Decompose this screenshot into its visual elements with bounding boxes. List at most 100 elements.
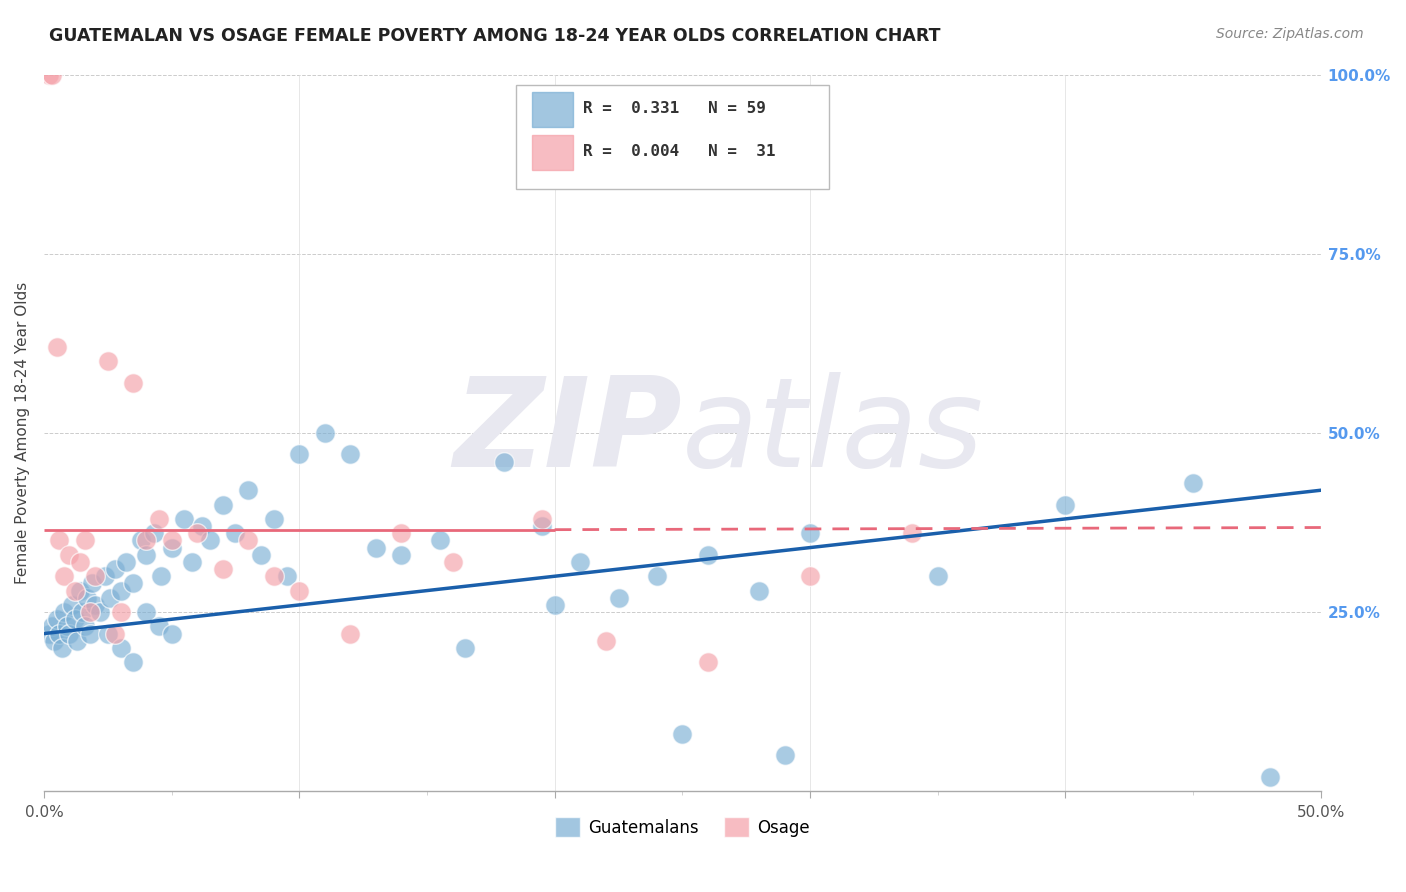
Point — [181, 555, 204, 569]
Point — [1054, 498, 1077, 512]
Point — [160, 541, 183, 555]
Text: GUATEMALAN VS OSAGE FEMALE POVERTY AMONG 18-24 YEAR OLDS CORRELATION CHART: GUATEMALAN VS OSAGE FEMALE POVERTY AMONG… — [49, 27, 941, 45]
Point — [60, 598, 83, 612]
Point — [66, 633, 89, 648]
Point — [530, 519, 553, 533]
Point — [97, 354, 120, 368]
Point — [1258, 770, 1281, 784]
Point — [84, 569, 107, 583]
Point — [263, 569, 285, 583]
FancyBboxPatch shape — [516, 86, 830, 189]
Point — [173, 512, 195, 526]
Point — [288, 583, 311, 598]
Point — [38, 68, 60, 82]
Point — [191, 519, 214, 533]
Point — [69, 555, 91, 569]
Text: Source: ZipAtlas.com: Source: ZipAtlas.com — [1216, 27, 1364, 41]
Point — [110, 605, 132, 619]
Point — [48, 533, 70, 548]
Point — [696, 655, 718, 669]
Point — [53, 569, 76, 583]
Point — [492, 454, 515, 468]
Point — [48, 626, 70, 640]
Point — [238, 533, 260, 548]
Point — [97, 626, 120, 640]
Point — [645, 569, 668, 583]
Point — [1182, 476, 1205, 491]
Point — [73, 619, 96, 633]
Point — [63, 612, 86, 626]
Point — [148, 619, 170, 633]
Point — [98, 591, 121, 605]
Point — [238, 483, 260, 498]
Point — [104, 562, 127, 576]
Point — [53, 605, 76, 619]
Point — [79, 626, 101, 640]
Text: R =  0.331   N = 59: R = 0.331 N = 59 — [582, 101, 766, 116]
Point — [339, 447, 361, 461]
Point — [211, 498, 233, 512]
Point — [135, 605, 157, 619]
Point — [263, 512, 285, 526]
Point — [773, 748, 796, 763]
Point — [288, 447, 311, 461]
Point — [250, 548, 273, 562]
Point — [543, 598, 565, 612]
Point — [607, 591, 630, 605]
Point — [82, 576, 104, 591]
Point — [114, 555, 136, 569]
Point — [799, 569, 821, 583]
Point — [122, 576, 145, 591]
Point — [110, 640, 132, 655]
Point — [45, 340, 67, 354]
Text: atlas: atlas — [682, 372, 984, 493]
Point — [84, 598, 107, 612]
Point — [314, 425, 336, 440]
Point — [150, 569, 173, 583]
Point — [45, 612, 67, 626]
Point — [454, 640, 477, 655]
Point — [391, 526, 413, 541]
Point — [927, 569, 949, 583]
Point — [671, 727, 693, 741]
Point — [94, 569, 117, 583]
Point — [198, 533, 221, 548]
Point — [441, 555, 464, 569]
Point — [73, 533, 96, 548]
Text: R =  0.004   N =  31: R = 0.004 N = 31 — [582, 144, 775, 159]
Point — [160, 626, 183, 640]
Point — [135, 548, 157, 562]
Point — [79, 605, 101, 619]
Point — [56, 619, 79, 633]
Point — [748, 583, 770, 598]
Point — [391, 548, 413, 562]
Point — [799, 526, 821, 541]
Point — [129, 533, 152, 548]
Point — [211, 562, 233, 576]
Point — [364, 541, 387, 555]
Point — [89, 605, 111, 619]
FancyBboxPatch shape — [531, 93, 572, 127]
Point — [135, 533, 157, 548]
Point — [63, 583, 86, 598]
Point — [569, 555, 592, 569]
Legend: Guatemalans, Osage: Guatemalans, Osage — [548, 810, 817, 844]
Point — [38, 626, 60, 640]
Text: ZIP: ZIP — [454, 372, 682, 493]
Point — [339, 626, 361, 640]
Point — [122, 376, 145, 390]
Point — [58, 626, 80, 640]
Point — [51, 640, 73, 655]
Point — [122, 655, 145, 669]
Point — [58, 548, 80, 562]
Point — [224, 526, 246, 541]
Point — [276, 569, 298, 583]
Point — [148, 512, 170, 526]
Point — [142, 526, 165, 541]
Point — [41, 68, 63, 82]
Point — [696, 548, 718, 562]
FancyBboxPatch shape — [531, 136, 572, 169]
Point — [42, 633, 65, 648]
Point — [429, 533, 451, 548]
Point — [70, 605, 93, 619]
